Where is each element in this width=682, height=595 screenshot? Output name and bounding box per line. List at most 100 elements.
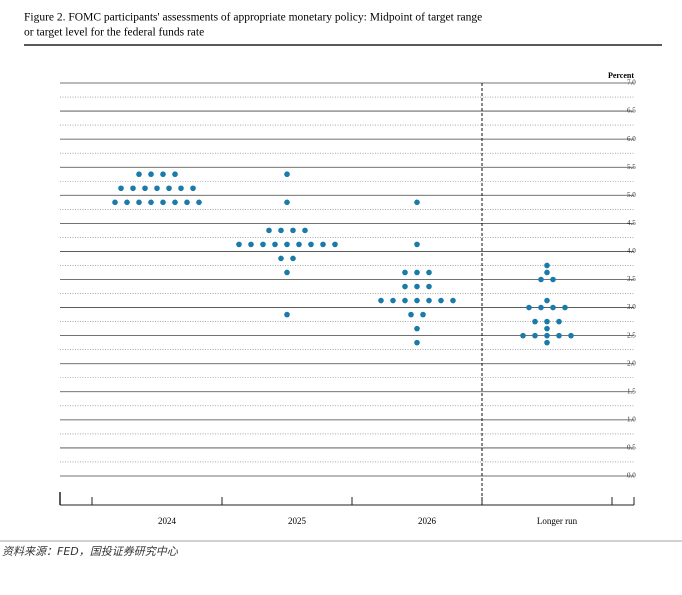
- dot: [562, 304, 568, 311]
- dot: [520, 332, 526, 339]
- y-tick-label: 5.0: [627, 191, 636, 199]
- dot: [166, 185, 172, 192]
- dot: [414, 241, 420, 248]
- dot: [160, 171, 166, 178]
- y-tick-label: 0.5: [627, 444, 636, 452]
- dot: [544, 262, 550, 269]
- dot: [550, 276, 556, 283]
- dot: [544, 339, 550, 346]
- dot: [118, 185, 124, 192]
- y-tick-label: 4.0: [627, 247, 636, 255]
- y-tick-label: 3.0: [627, 303, 636, 311]
- dot: [272, 241, 278, 248]
- dot: [284, 241, 290, 248]
- dot: [266, 227, 272, 234]
- chart-title: or target level for the federal funds ra…: [24, 27, 204, 39]
- dot: [278, 255, 284, 262]
- y-tick-label: 4.5: [627, 219, 636, 227]
- y-tick-label: 3.5: [627, 275, 636, 283]
- dot: [112, 199, 118, 206]
- dot: [402, 269, 408, 276]
- x-tick-label: 2026: [418, 516, 437, 526]
- dot: [450, 297, 456, 304]
- dot: [556, 332, 562, 339]
- dot: [142, 185, 148, 192]
- dot: [568, 332, 574, 339]
- dot: [378, 297, 384, 304]
- dot: [302, 227, 308, 234]
- dot: [130, 185, 136, 192]
- dot: [414, 199, 420, 206]
- dot: [544, 325, 550, 332]
- source: 资料来源：FED，国投证券研究中心: [2, 545, 179, 558]
- chart-title: Figure 2. FOMC participants' assessments…: [24, 12, 482, 24]
- x-tick-label: Longer run: [537, 516, 578, 526]
- dot: [284, 269, 290, 276]
- dot: [420, 311, 426, 318]
- dot: [414, 297, 420, 304]
- y-tick-label: 2.5: [627, 331, 636, 339]
- dot: [414, 269, 420, 276]
- y-tick-label: 7.0: [627, 79, 636, 87]
- dot: [296, 241, 302, 248]
- dot: [544, 269, 550, 276]
- dot: [248, 241, 254, 248]
- dot: [172, 199, 178, 206]
- dot: [136, 171, 142, 178]
- y-tick-label: 5.5: [627, 163, 636, 171]
- dot: [544, 332, 550, 339]
- dot: [290, 255, 296, 262]
- y-tick-label: 1.5: [627, 387, 636, 395]
- dot: [426, 283, 432, 290]
- dot: [236, 241, 242, 248]
- dot: [154, 185, 160, 192]
- dot: [538, 276, 544, 283]
- x-tick-label: 2024: [158, 516, 177, 526]
- dot: [532, 332, 538, 339]
- dot: [414, 325, 420, 332]
- dot: [556, 318, 562, 325]
- dot: [544, 297, 550, 304]
- dot: [160, 199, 166, 206]
- dot: [550, 304, 556, 311]
- y-tick-label: 6.5: [627, 107, 636, 115]
- dot: [544, 318, 550, 325]
- dot: [124, 199, 130, 206]
- dot: [178, 185, 184, 192]
- dot: [402, 283, 408, 290]
- dot: [284, 311, 290, 318]
- dot: [290, 227, 296, 234]
- dot: [278, 227, 284, 234]
- y-tick-label: 0.0: [627, 472, 636, 480]
- dot: [426, 297, 432, 304]
- dot: [438, 297, 444, 304]
- dot: [190, 185, 196, 192]
- dot: [172, 171, 178, 178]
- dot: [414, 339, 420, 346]
- dot: [538, 304, 544, 311]
- dot: [284, 171, 290, 178]
- dot: [390, 297, 396, 304]
- y-tick-label: 6.0: [627, 135, 636, 143]
- y-tick-label: 1.0: [627, 415, 636, 423]
- dot: [332, 241, 338, 248]
- dot: [284, 199, 290, 206]
- dot: [532, 318, 538, 325]
- dot: [260, 241, 266, 248]
- dot: [308, 241, 314, 248]
- dot: [148, 171, 154, 178]
- dot: [136, 199, 142, 206]
- dot: [414, 283, 420, 290]
- x-tick-label: 2025: [288, 516, 307, 526]
- dot: [320, 241, 326, 248]
- dot: [526, 304, 532, 311]
- y-tick-label: 2.0: [627, 359, 636, 367]
- dot: [184, 199, 190, 206]
- dot: [408, 311, 414, 318]
- y-axis-label: Percent: [608, 71, 634, 80]
- dot: [196, 199, 202, 206]
- dot: [148, 199, 154, 206]
- dot: [426, 269, 432, 276]
- dot: [402, 297, 408, 304]
